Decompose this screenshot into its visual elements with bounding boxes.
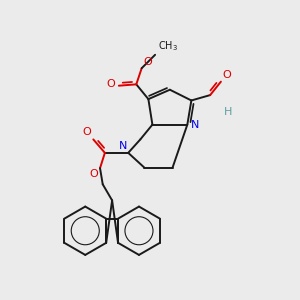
Text: N: N xyxy=(190,120,199,130)
Text: O: O xyxy=(82,127,91,137)
Text: CH$_3$: CH$_3$ xyxy=(158,40,178,53)
Text: O: O xyxy=(107,79,116,89)
Text: O: O xyxy=(89,169,98,179)
Text: H: H xyxy=(224,107,232,117)
Text: O: O xyxy=(222,70,231,80)
Text: O: O xyxy=(144,57,153,67)
Text: N: N xyxy=(118,142,127,152)
